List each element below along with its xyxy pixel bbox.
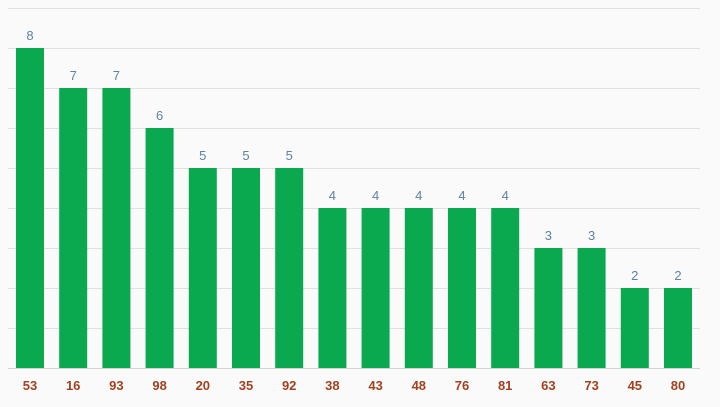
svg-text:8: 8: [26, 28, 33, 43]
svg-text:3: 3: [588, 228, 595, 243]
svg-text:4: 4: [415, 188, 422, 203]
svg-text:35: 35: [239, 378, 253, 393]
svg-text:38: 38: [325, 378, 339, 393]
svg-text:4: 4: [329, 188, 336, 203]
svg-text:81: 81: [498, 378, 512, 393]
svg-text:7: 7: [113, 68, 120, 83]
svg-text:4: 4: [372, 188, 379, 203]
svg-text:98: 98: [152, 378, 166, 393]
svg-text:93: 93: [109, 378, 123, 393]
svg-text:5: 5: [242, 148, 249, 163]
svg-text:43: 43: [368, 378, 382, 393]
svg-text:80: 80: [671, 378, 685, 393]
svg-text:2: 2: [674, 268, 681, 283]
svg-text:92: 92: [282, 378, 296, 393]
svg-text:20: 20: [196, 378, 210, 393]
svg-text:3: 3: [545, 228, 552, 243]
svg-text:76: 76: [455, 378, 469, 393]
svg-text:48: 48: [412, 378, 426, 393]
svg-text:5: 5: [199, 148, 206, 163]
svg-text:4: 4: [502, 188, 509, 203]
svg-text:2: 2: [631, 268, 638, 283]
svg-text:4: 4: [458, 188, 465, 203]
svg-text:45: 45: [628, 378, 642, 393]
svg-text:6: 6: [156, 108, 163, 123]
svg-text:5: 5: [286, 148, 293, 163]
svg-text:73: 73: [584, 378, 598, 393]
svg-text:16: 16: [66, 378, 80, 393]
svg-text:53: 53: [23, 378, 37, 393]
svg-text:7: 7: [70, 68, 77, 83]
svg-text:63: 63: [541, 378, 555, 393]
